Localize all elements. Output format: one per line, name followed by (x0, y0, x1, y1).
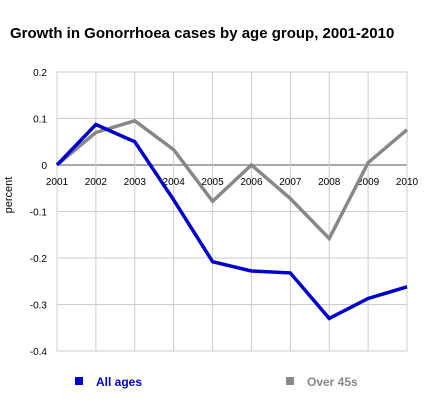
x-tick-label: 2010 (396, 177, 419, 188)
x-tick-label: 2006 (240, 177, 263, 188)
x-tick-label: 2001 (46, 177, 69, 188)
x-tick-label: 2008 (318, 177, 341, 188)
x-tick-label: 2003 (124, 177, 147, 188)
x-tick-label: 2009 (357, 177, 380, 188)
y-tick-label: -0.2 (30, 254, 48, 265)
series-line-all-ages (55, 122, 408, 321)
legend-swatch (75, 377, 83, 385)
legend-swatch (286, 377, 294, 385)
x-tick-label: 2004 (163, 177, 186, 188)
y-tick-label: 0.2 (33, 68, 47, 79)
grid-lines (56, 71, 408, 352)
legend: All ages Over 45s (75, 375, 358, 389)
x-tick-label: 2007 (279, 177, 302, 188)
chart-title: Growth in Gonorrhoea cases by age group,… (10, 25, 394, 42)
series-line-over-45s (55, 118, 409, 242)
y-tick-label: -0.4 (30, 347, 48, 358)
x-axis-ticks: 2001 2002 2003 2004 2005 2006 2007 2008 2009 2010 (46, 177, 419, 188)
series-lines (55, 118, 409, 321)
y-tick-label: -0.1 (30, 208, 48, 219)
y-tick-label: 0.1 (33, 115, 47, 126)
x-tick-label: 2005 (201, 177, 224, 188)
x-tick-label: 2002 (85, 177, 108, 188)
y-tick-label: 0 (41, 161, 47, 172)
legend-label: Over 45s (307, 375, 358, 389)
y-axis-ticks: 0.2 0.1 0 -0.1 -0.2 -0.3 -0.4 (30, 68, 48, 358)
legend-label: All ages (96, 375, 142, 389)
y-tick-label: -0.3 (30, 301, 48, 312)
y-axis-label: percent (3, 177, 15, 214)
